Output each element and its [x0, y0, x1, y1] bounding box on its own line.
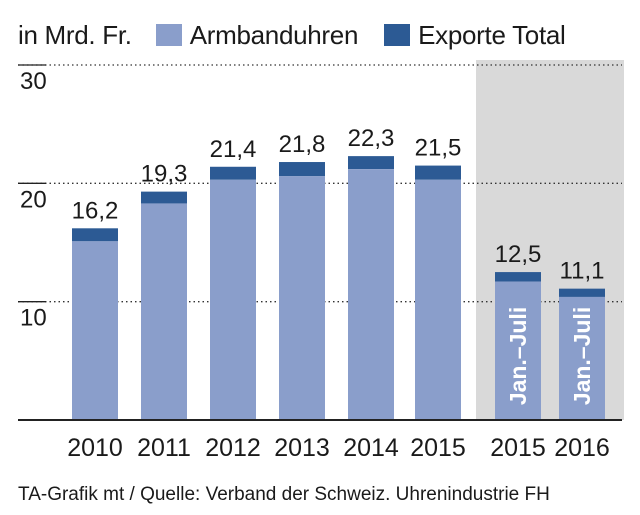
bar-armbanduhren-2011-1 — [141, 203, 187, 420]
period-note-7: Jan.–Juli — [569, 307, 595, 405]
bar-exporte-total-2011-1 — [141, 191, 187, 204]
unit-label: in Mrd. Fr. — [18, 19, 132, 50]
bar-armbanduhren-2015-6 — [495, 281, 541, 420]
bar-armbanduhren-2015-5 — [415, 179, 461, 420]
value-label-4: 22,3 — [348, 125, 395, 152]
value-label-7: 11,1 — [560, 258, 605, 285]
ytick-label-30: 30 — [20, 68, 47, 95]
value-label-0: 16,2 — [72, 197, 119, 224]
x-tick-label-5: 2015 — [410, 434, 466, 462]
value-label-5: 21,5 — [415, 135, 462, 162]
bar-armbanduhren-2016-7 — [559, 296, 605, 420]
x-tick-label-2: 2012 — [205, 434, 261, 462]
x-tick-label-1: 2011 — [137, 434, 191, 462]
bar-exporte-total-2016-7 — [559, 288, 605, 297]
bar-armbanduhren-2012-2 — [210, 179, 256, 420]
bar-armbanduhren-2014-4 — [348, 169, 394, 420]
source-note: TA-Grafik mt / Quelle: Verband der Schwe… — [18, 484, 550, 505]
value-label-6: 12,5 — [495, 241, 542, 268]
legend-label-armbanduhren: Armbanduhren — [189, 19, 359, 50]
bar-exporte-total-2015-5 — [415, 165, 461, 180]
bar-exporte-total-2013-3 — [279, 162, 325, 177]
x-tick-label-3: 2013 — [274, 434, 330, 462]
bar-exporte-total-2010-0 — [72, 228, 118, 242]
ytick-label-10: 10 — [20, 305, 47, 332]
legend-swatch-armbanduhren — [155, 24, 182, 46]
value-label-1: 19,3 — [141, 161, 188, 188]
x-tick-label-0: 2010 — [67, 434, 123, 462]
value-label-3: 21,8 — [279, 131, 326, 158]
legend-swatch-exporte-total — [384, 24, 411, 46]
legend: in Mrd. Fr. Armbanduhren Exporte Total — [18, 18, 592, 52]
bar-armbanduhren-2010-0 — [72, 241, 118, 420]
ytick-label-20: 20 — [20, 186, 47, 213]
period-note-6: Jan.–Juli — [505, 307, 531, 405]
bar-exporte-total-2014-4 — [348, 156, 394, 170]
value-label-2: 21,4 — [210, 136, 257, 163]
bar-armbanduhren-2013-3 — [279, 176, 325, 420]
legend-label-exporte-total: Exporte Total — [418, 19, 566, 50]
x-tick-label-6: 2015 — [490, 434, 546, 462]
x-tick-label-4: 2014 — [343, 434, 399, 462]
x-tick-label-7: 2016 — [554, 434, 610, 462]
bar-exporte-total-2015-6 — [495, 272, 541, 282]
bar-exporte-total-2012-2 — [210, 166, 256, 180]
